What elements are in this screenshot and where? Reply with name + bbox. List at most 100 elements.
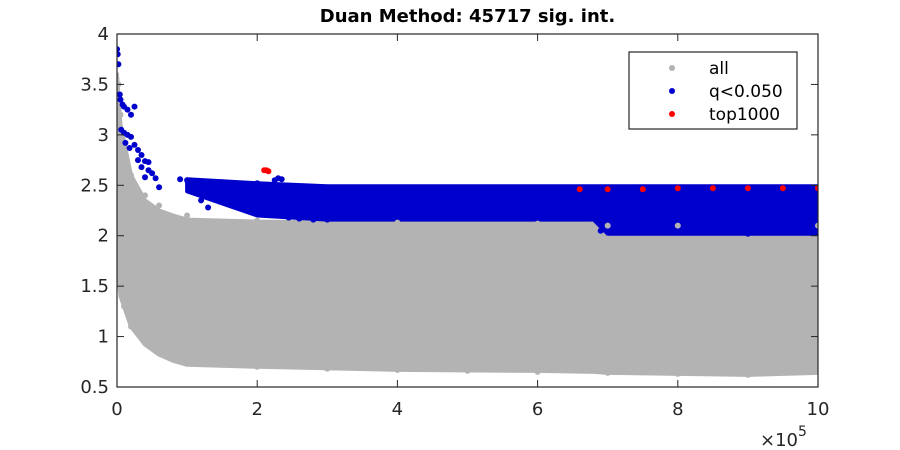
data-point xyxy=(815,210,818,217)
data-point xyxy=(184,177,191,184)
x-tick-label: 0 xyxy=(111,399,122,420)
data-point xyxy=(205,204,212,211)
data-point xyxy=(131,141,138,148)
data-point xyxy=(604,369,611,376)
data-point xyxy=(604,186,611,193)
data-point xyxy=(219,361,226,368)
legend-marker xyxy=(669,111,675,117)
data-point xyxy=(121,303,127,310)
data-point xyxy=(278,176,285,183)
y-tick-label: 2 xyxy=(98,226,109,247)
data-point xyxy=(152,175,159,182)
data-point xyxy=(744,185,751,192)
data-point xyxy=(117,96,124,103)
data-point xyxy=(815,202,818,209)
legend-marker xyxy=(669,88,675,94)
data-point xyxy=(815,228,818,235)
data-point xyxy=(198,197,205,204)
data-point xyxy=(184,212,191,219)
data-point xyxy=(394,195,401,202)
data-point xyxy=(135,157,141,164)
data-point xyxy=(170,355,177,362)
legend-marker xyxy=(669,65,675,71)
data-point xyxy=(569,195,576,202)
data-point xyxy=(674,229,681,236)
x-axis-multiplier: ×105 xyxy=(760,424,807,450)
data-point xyxy=(324,185,331,192)
data-point xyxy=(815,368,818,375)
data-point xyxy=(359,213,366,220)
data-point xyxy=(117,51,121,58)
data-point xyxy=(709,185,716,192)
y-tick-label: 4 xyxy=(98,24,109,45)
data-point xyxy=(779,185,786,192)
data-point xyxy=(117,46,120,53)
data-point xyxy=(156,348,163,355)
x-tick-label: 8 xyxy=(672,399,683,420)
data-point xyxy=(145,159,152,166)
data-point xyxy=(815,222,818,229)
data-point xyxy=(296,215,303,222)
data-point xyxy=(128,172,134,179)
data-point xyxy=(128,323,134,330)
data-point xyxy=(149,170,156,177)
data-point xyxy=(156,184,163,191)
chart-title: Duan Method: 45717 sig. int. xyxy=(320,6,615,27)
y-tick-label: 1 xyxy=(98,327,109,348)
data-point xyxy=(744,371,751,378)
data-point xyxy=(604,222,611,229)
series-top1000 xyxy=(261,167,818,193)
data-point xyxy=(128,111,134,118)
data-point xyxy=(117,111,124,118)
data-point xyxy=(464,213,471,220)
data-point xyxy=(674,222,681,229)
data-point xyxy=(394,219,401,226)
data-point xyxy=(135,147,141,153)
data-point xyxy=(142,338,148,345)
data-point xyxy=(394,202,401,209)
data-point xyxy=(815,185,818,192)
data-point xyxy=(177,176,184,183)
x-tick-label: 4 xyxy=(392,399,403,420)
data-point xyxy=(142,174,148,181)
data-point xyxy=(254,187,261,194)
data-point xyxy=(324,365,331,372)
x-tick-label: 2 xyxy=(251,399,262,420)
data-point xyxy=(254,180,261,187)
plot-marks xyxy=(117,46,818,378)
data-point xyxy=(265,168,272,175)
data-point xyxy=(534,220,541,227)
data-point xyxy=(576,186,583,193)
plot-area xyxy=(117,46,818,378)
x-tick-label: 10 xyxy=(807,399,830,420)
data-point xyxy=(126,145,133,151)
y-tick-label: 1.5 xyxy=(80,276,109,297)
data-point xyxy=(310,216,317,223)
data-point xyxy=(184,358,191,365)
data-point xyxy=(254,210,261,217)
data-point xyxy=(138,164,145,171)
y-tick-label: 3.5 xyxy=(80,74,109,95)
data-point xyxy=(674,370,681,377)
data-point xyxy=(324,216,331,223)
data-point xyxy=(464,367,471,374)
x-tick-label: 6 xyxy=(532,399,543,420)
data-point xyxy=(604,210,611,217)
data-point xyxy=(219,179,226,186)
data-point xyxy=(639,186,646,193)
data-point xyxy=(198,186,205,193)
data-point xyxy=(604,202,611,209)
axes-box xyxy=(116,33,819,388)
data-point xyxy=(142,192,148,199)
data-point xyxy=(131,103,138,110)
data-point xyxy=(117,252,120,259)
legend-label: all xyxy=(709,59,729,79)
data-point xyxy=(117,61,122,68)
data-point xyxy=(122,139,129,146)
data-point xyxy=(285,214,292,221)
data-point xyxy=(275,212,282,219)
legend: all q<0.050 top1000 xyxy=(628,51,798,130)
data-point xyxy=(597,227,604,234)
y-tick-label: 3 xyxy=(98,125,109,146)
